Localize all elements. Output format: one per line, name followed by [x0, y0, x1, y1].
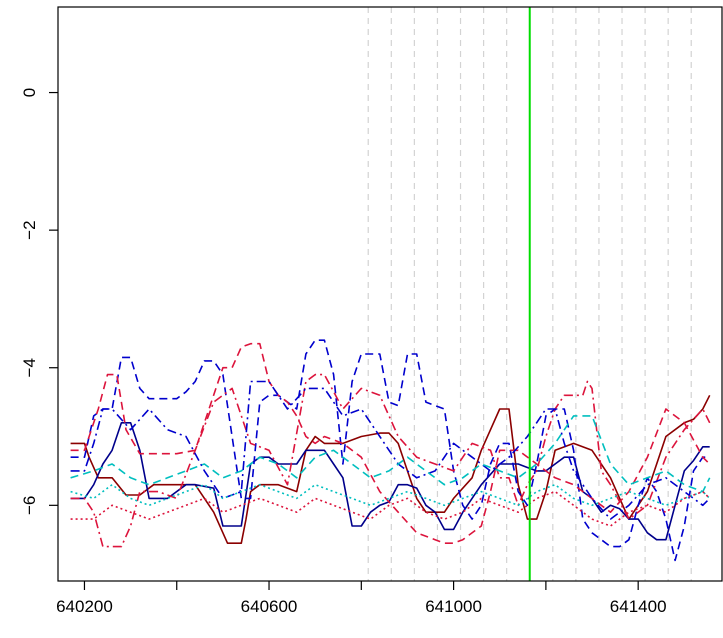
series-line	[70, 421, 710, 541]
series-line	[70, 483, 711, 507]
x-tick-label: 641000	[425, 597, 482, 616]
x-axis: 640200 640600 641000 641400	[56, 581, 667, 616]
series-line	[70, 415, 711, 493]
y-axis: 0 −2 −4 −6	[20, 88, 58, 515]
x-tick-label: 640200	[56, 597, 113, 616]
series-line	[70, 342, 711, 545]
series-line	[70, 394, 711, 545]
y-tick-label: −4	[20, 358, 39, 377]
plot-frame	[57, 6, 723, 582]
y-tick-label: −6	[20, 496, 39, 515]
y-tick-label: −2	[20, 220, 39, 239]
series-line	[70, 373, 711, 548]
series-line	[70, 339, 710, 562]
series-line	[70, 380, 711, 520]
series-line	[70, 490, 711, 527]
y-tick-label: 0	[20, 88, 39, 97]
x-tick-label: 641400	[610, 597, 667, 616]
series-layer	[70, 339, 711, 562]
x-tick-label: 640600	[241, 597, 298, 616]
